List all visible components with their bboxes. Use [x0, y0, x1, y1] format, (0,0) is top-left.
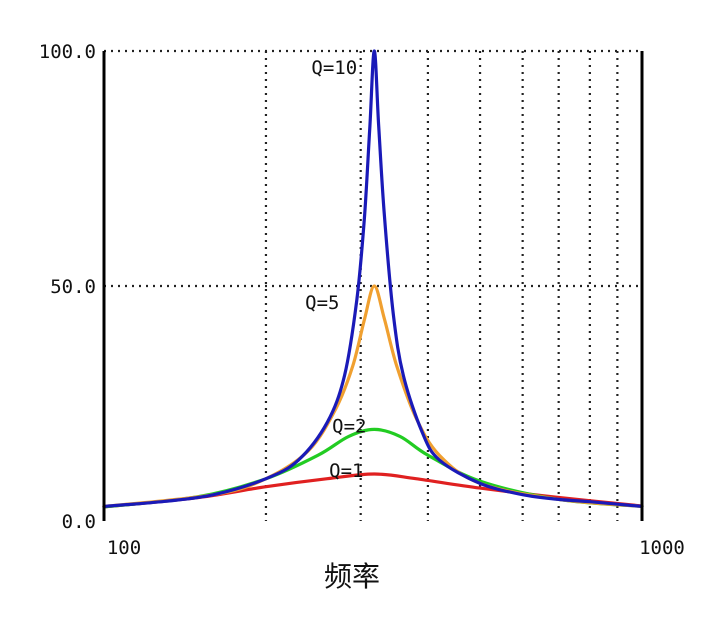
grid-layer	[104, 49, 642, 521]
series-layer	[102, 49, 644, 509]
x-tick-label: 100	[107, 537, 141, 559]
series-label-q5: Q=5	[305, 292, 339, 314]
series-label-q10: Q=10	[311, 57, 357, 79]
series-label-q1: Q=1	[329, 460, 363, 482]
label-layer: 0.0 50.0 100.0 100 1000 Q=10 Q=5 Q=2 Q=1	[39, 41, 685, 559]
y-tick-label: 100.0	[39, 41, 96, 63]
series-line-q10	[102, 49, 644, 508]
series-label-q2: Q=2	[332, 415, 366, 437]
plot-frame	[102, 51, 644, 521]
y-tick-label: 0.0	[62, 511, 96, 533]
y-tick-label: 50.0	[50, 276, 96, 298]
x-tick-label: 1000	[639, 537, 685, 559]
x-axis-title: 频率	[324, 560, 380, 593]
